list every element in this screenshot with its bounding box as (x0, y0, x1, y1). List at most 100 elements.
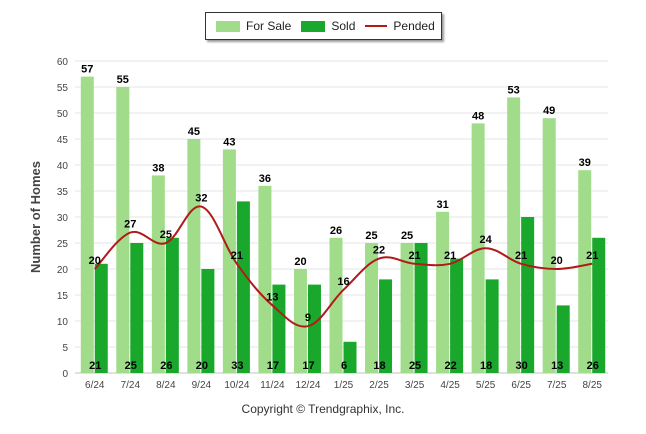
data-label-sold: 17 (267, 360, 279, 372)
sold-swatch (301, 20, 326, 32)
y-tick-label: 25 (57, 239, 69, 250)
data-label-pended: 21 (444, 250, 456, 262)
bar-for-sale (365, 243, 379, 373)
bar-for-sale (507, 97, 521, 374)
data-label-sold: 25 (125, 360, 137, 372)
for-sale-swatch (216, 20, 240, 32)
data-label-for-sale: 31 (436, 199, 448, 211)
bar-for-sale (578, 170, 592, 373)
data-label-for-sale: 53 (508, 84, 520, 96)
data-label-pended: 21 (231, 250, 243, 262)
y-tick-label: 15 (57, 291, 69, 302)
legend-label-pended: Pended (393, 19, 435, 33)
pended-swatch (365, 25, 388, 27)
bar-for-sale (187, 139, 201, 373)
bar-sold (521, 217, 535, 373)
data-label-pended: 27 (124, 219, 136, 231)
data-label-pended: 22 (373, 245, 385, 257)
bar-sold (556, 305, 570, 373)
y-tick-label: 30 (57, 213, 69, 224)
data-label-pended: 21 (586, 250, 598, 262)
data-label-sold: 22 (444, 360, 456, 372)
bar-for-sale (80, 76, 94, 373)
data-label-for-sale: 57 (81, 64, 93, 76)
data-label-for-sale: 25 (401, 230, 413, 242)
legend-item-sold[interactable]: Sold (301, 19, 355, 33)
copyright-text: Copyright © Trendgraphix, Inc. (241, 402, 405, 416)
y-tick-label: 55 (57, 83, 69, 94)
chart-legend: For Sale Sold Pended (205, 12, 442, 40)
data-label-pended: 13 (266, 291, 278, 303)
bar-sold (485, 279, 499, 373)
data-label-for-sale: 45 (188, 126, 200, 138)
legend-label-for-sale: For Sale (246, 19, 292, 33)
legend-item-for-sale[interactable]: For Sale (216, 19, 291, 33)
x-tick-label: 11/24 (260, 380, 285, 391)
data-label-sold: 13 (551, 360, 563, 372)
y-tick-label: 50 (57, 109, 69, 120)
bar-for-sale (329, 237, 343, 373)
data-label-for-sale: 43 (223, 136, 235, 148)
x-tick-label: 12/24 (295, 380, 320, 391)
x-tick-label: 1/25 (334, 380, 354, 391)
data-label-for-sale: 36 (259, 173, 271, 185)
data-label-sold: 20 (196, 360, 208, 372)
x-tick-label: 2/25 (369, 380, 389, 391)
data-label-pended: 21 (515, 250, 527, 262)
data-label-pended: 16 (337, 276, 349, 288)
x-tick-label: 8/25 (582, 380, 602, 391)
data-label-sold: 18 (480, 360, 492, 372)
data-label-sold: 26 (587, 360, 599, 372)
bar-for-sale (222, 149, 236, 373)
y-tick-label: 0 (62, 369, 68, 380)
y-tick-label: 10 (57, 317, 69, 328)
x-tick-label: 5/25 (476, 380, 496, 391)
x-tick-label: 6/24 (85, 380, 105, 391)
data-label-sold: 17 (302, 360, 314, 372)
legend-item-pended[interactable]: Pended (365, 19, 435, 33)
x-tick-label: 9/24 (192, 380, 212, 391)
bar-sold (379, 279, 393, 373)
data-label-pended: 20 (551, 255, 563, 267)
data-label-pended: 24 (480, 234, 493, 246)
data-label-for-sale: 55 (117, 74, 129, 86)
data-label-sold: 21 (89, 360, 101, 372)
bar-for-sale (436, 211, 450, 373)
bar-for-sale (293, 269, 307, 373)
data-label-for-sale: 38 (152, 162, 164, 174)
data-label-for-sale: 20 (294, 256, 306, 268)
data-label-sold: 26 (160, 360, 172, 372)
x-tick-label: 10/24 (224, 380, 249, 391)
bar-for-sale (258, 185, 272, 373)
data-label-for-sale: 26 (330, 225, 342, 237)
data-label-pended: 25 (160, 229, 172, 241)
y-tick-label: 60 (57, 57, 69, 68)
y-tick-label: 35 (57, 187, 69, 198)
bar-sold (236, 201, 250, 373)
bar-sold (343, 341, 357, 373)
bar-sold (414, 243, 428, 373)
bar-for-sale (116, 87, 130, 373)
x-tick-label: 3/25 (405, 380, 425, 391)
bar-for-sale (151, 175, 165, 373)
data-label-pended: 9 (305, 312, 311, 324)
bar-sold (201, 269, 215, 373)
data-label-for-sale: 48 (472, 110, 484, 122)
x-tick-label: 4/25 (440, 380, 460, 391)
legend-label-sold: Sold (331, 19, 356, 33)
data-label-pended: 32 (195, 193, 207, 205)
bar-for-sale (471, 123, 485, 374)
data-label-sold: 6 (341, 360, 347, 372)
bar-sold (165, 237, 179, 373)
data-label-sold: 30 (516, 360, 528, 372)
bar-sold (272, 284, 286, 373)
y-tick-label: 40 (57, 161, 69, 172)
y-axis-title: Number of Homes (28, 161, 43, 273)
y-tick-label: 5 (62, 343, 68, 354)
bar-for-sale (400, 243, 414, 373)
data-label-sold: 18 (373, 360, 385, 372)
x-tick-label: 8/24 (156, 380, 176, 391)
data-label-for-sale: 39 (579, 157, 591, 169)
line-pended (94, 205, 593, 328)
